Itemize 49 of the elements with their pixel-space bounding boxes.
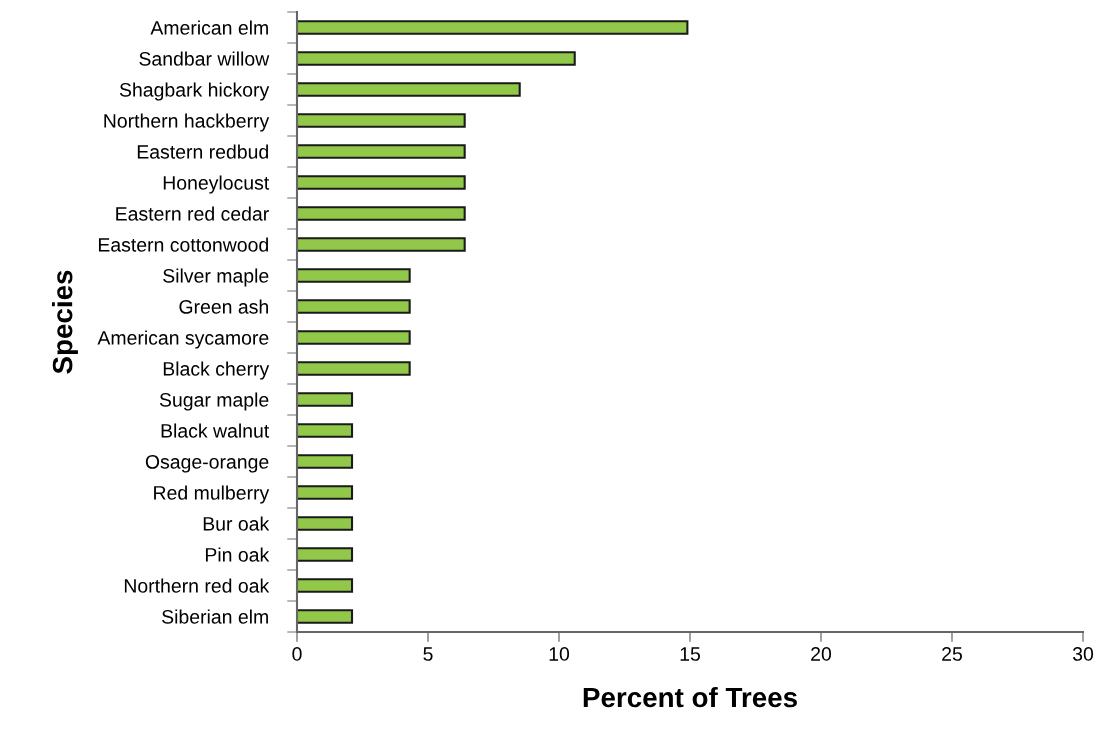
bar <box>297 206 466 221</box>
bar <box>297 578 354 593</box>
y-tick-label: Honeylocust <box>163 175 270 194</box>
bar <box>297 330 411 345</box>
y-tick-label: Eastern cottonwood <box>98 237 268 252</box>
y-tick-label: American sycamore <box>97 330 269 349</box>
y-tick-label: Silver maple <box>163 268 269 287</box>
bar <box>297 175 466 190</box>
y-tick-label: Siberian elm <box>162 609 268 624</box>
bar <box>297 361 411 376</box>
bar <box>297 547 354 562</box>
y-tick-label: Osage-orange <box>145 454 269 473</box>
y-tick-label: American elm <box>150 20 268 35</box>
bar <box>297 609 354 624</box>
y-tick-label: Green ash <box>179 299 268 314</box>
y-tick-label: Sugar maple <box>159 392 269 411</box>
x-axis-title: Percent of Trees <box>583 686 797 708</box>
y-axis-title: Species <box>52 270 78 374</box>
y-tick-label: Red mulberry <box>154 485 270 504</box>
bar <box>297 392 354 407</box>
x-tick-label: 15 <box>680 647 700 661</box>
bar <box>297 516 354 531</box>
bar <box>297 144 466 159</box>
x-tick-label: 25 <box>942 647 962 661</box>
bar <box>297 237 466 252</box>
bar <box>297 485 354 500</box>
bar <box>297 423 354 438</box>
x-tick-label: 30 <box>1072 647 1094 661</box>
bar <box>297 299 411 314</box>
y-tick-label: Eastern redbud <box>137 144 268 159</box>
bar <box>297 82 521 97</box>
y-tick-label: Bur oak <box>203 516 270 531</box>
x-tick-label: 0 <box>292 647 302 661</box>
bar <box>297 51 576 66</box>
x-tick-label: 20 <box>811 647 832 661</box>
y-tick-label: Black cherry <box>163 361 270 380</box>
bar <box>297 268 411 283</box>
y-tick-label: Sandbar willow <box>139 51 270 66</box>
y-tick-label: Northern red oak <box>124 578 270 593</box>
y-tick-label: Pin oak <box>205 547 270 562</box>
y-tick-label: Eastern red cedar <box>116 206 269 221</box>
bar <box>297 454 354 469</box>
x-tick-label: 10 <box>549 647 570 661</box>
bar <box>297 20 689 35</box>
y-tick-label: Black walnut <box>161 423 270 438</box>
y-tick-label: Shagbark hickory <box>119 82 270 101</box>
x-tick-label: 5 <box>423 647 433 661</box>
y-tick-label: Northern hackberry <box>104 113 270 132</box>
bar <box>297 113 466 128</box>
